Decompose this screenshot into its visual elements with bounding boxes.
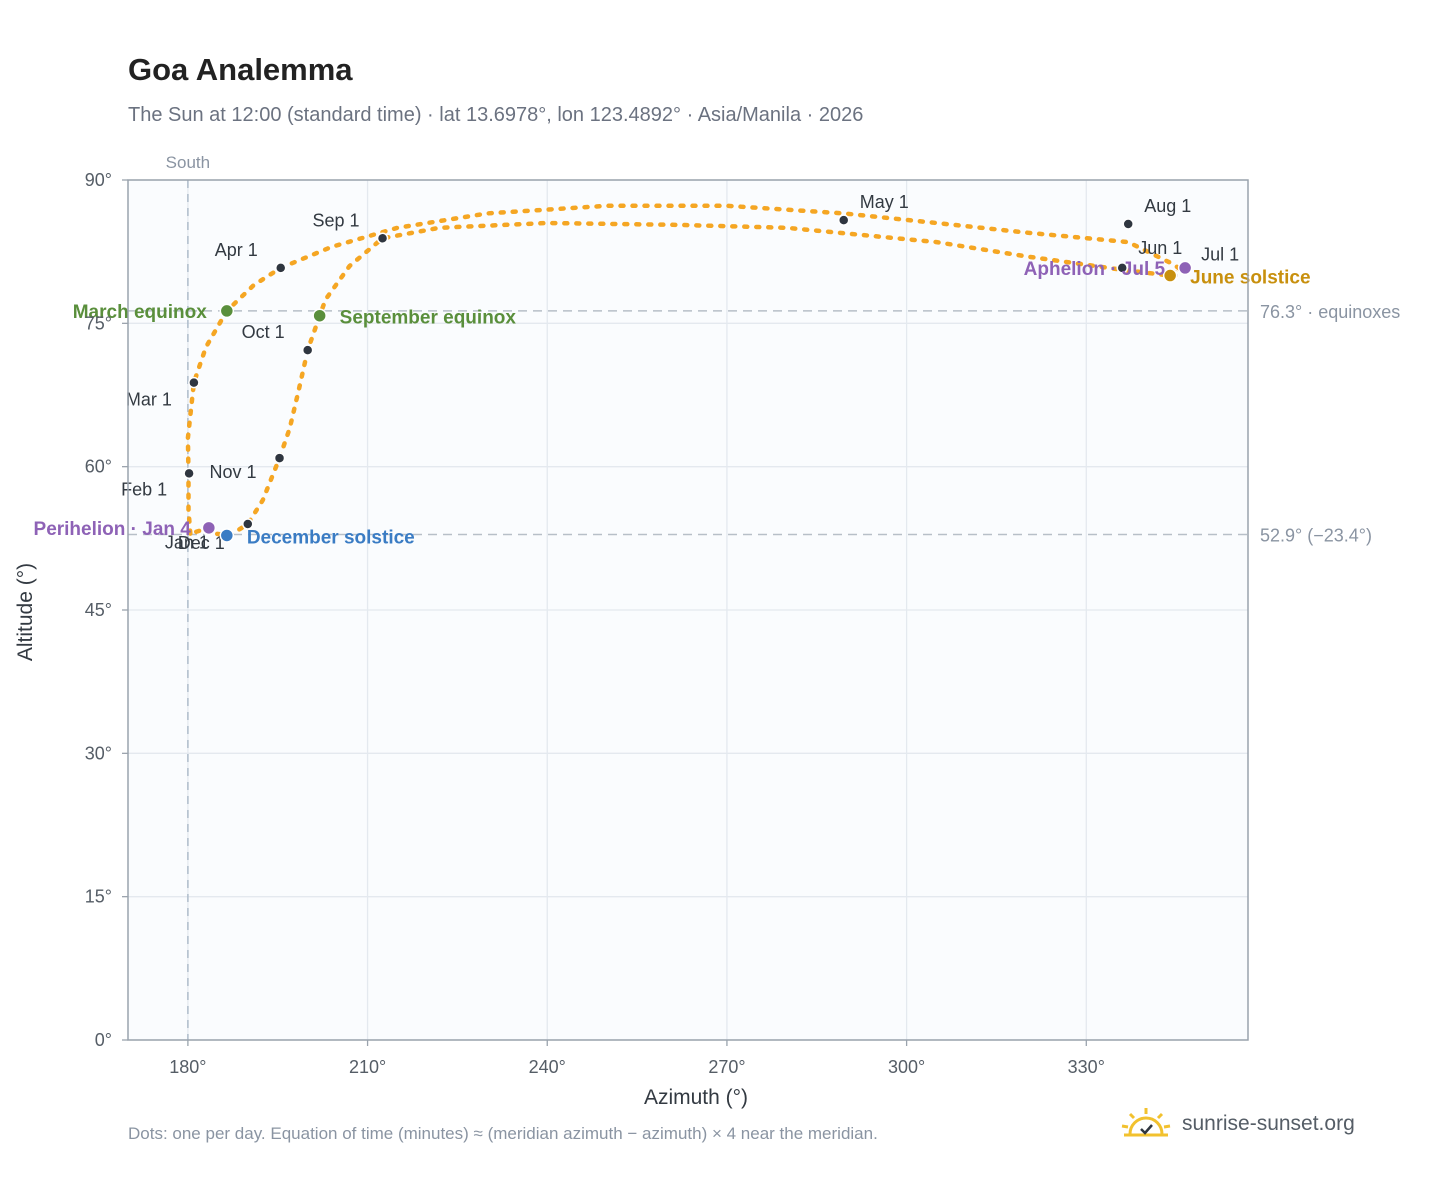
month-label: Sep 1	[313, 210, 360, 230]
event-markers: March equinox September equinox June solst…	[34, 259, 1311, 549]
month-label: Jan 1	[165, 533, 209, 553]
month-label: Dec 1	[178, 533, 225, 553]
x-axis-label: Azimuth (°)	[644, 1086, 748, 1109]
page-subtitle: The Sun at 12:00 (standard time) · lat 1…	[128, 104, 864, 126]
y-tick-label: 30°	[85, 743, 112, 763]
brand-name: sunrise-sunset.org	[1182, 1112, 1355, 1135]
event-marker	[1162, 268, 1178, 283]
month-markers: Jan 1 Feb 1 Mar 1 Apr 1 May 1 Jun 1 Jul 1 Aug 1…	[121, 192, 1239, 553]
x-tick-label: 270°	[708, 1057, 745, 1077]
sun-logo-icon	[1121, 1108, 1171, 1137]
event-label: Aphelion · Jul 5	[1024, 259, 1166, 280]
month-marker	[273, 452, 286, 464]
event-label: March equinox	[73, 302, 208, 323]
x-tick-label: 330°	[1068, 1057, 1105, 1077]
month-marker	[242, 518, 254, 530]
month-marker	[274, 262, 287, 274]
reference-label: 52.9° (−23.4°)	[1260, 526, 1372, 546]
month-marker	[301, 344, 314, 356]
month-label: Apr 1	[215, 240, 258, 260]
month-marker	[837, 214, 850, 226]
event-marker	[312, 308, 327, 323]
month-label: Aug 1	[1144, 196, 1191, 216]
month-label: Feb 1	[121, 479, 167, 499]
meridian-label: South	[166, 153, 210, 172]
month-marker	[376, 232, 389, 245]
x-tick-label: 180°	[169, 1057, 206, 1077]
month-marker	[1116, 262, 1128, 274]
event-marker	[1177, 260, 1193, 276]
event-label: Perihelion · Jan 4	[34, 519, 192, 540]
month-label: Mar 1	[126, 390, 172, 410]
footnote: Dots: one per day. Equation of time (min…	[128, 1124, 878, 1143]
month-marker	[1122, 218, 1134, 230]
event-label: September equinox	[340, 308, 517, 329]
y-tick-label: 75°	[85, 313, 112, 333]
reference-lines: South 76.3° · equinoxes 52.9° (−23.4°)	[128, 153, 1400, 1040]
event-label: June solstice	[1190, 268, 1310, 289]
x-tick-label: 210°	[349, 1057, 386, 1077]
event-marker	[219, 528, 235, 543]
month-label: Oct 1	[242, 322, 285, 342]
month-label: Jul 1	[1201, 245, 1239, 265]
month-marker	[183, 467, 195, 480]
y-axis-label: Altitude (°)	[14, 563, 37, 661]
event-label: December solstice	[247, 527, 415, 548]
y-tick-label: 60°	[85, 457, 112, 477]
reference-label: 76.3° · equinoxes	[1260, 302, 1400, 322]
y-tick-label: 15°	[85, 887, 112, 907]
y-tick-label: 45°	[85, 600, 112, 620]
month-marker	[188, 376, 200, 389]
grid	[128, 179, 1248, 1041]
event-marker	[201, 520, 217, 536]
y-tick-label: 0°	[95, 1030, 112, 1050]
x-tick-label: 240°	[529, 1057, 566, 1077]
y-tick-label: 90°	[85, 170, 112, 190]
month-label: May 1	[860, 192, 909, 212]
event-marker	[219, 303, 235, 319]
month-label: Jun 1	[1138, 238, 1182, 258]
page-title: Goa Analemma	[128, 52, 353, 87]
brand-logo[interactable]: sunrise-sunset.org	[1120, 1102, 1355, 1146]
axis-ticks: 180° 210° 240° 270° 300° 330° 0° 15° 30° 45° 60° 75…	[85, 170, 1105, 1077]
month-label: Nov 1	[210, 462, 257, 482]
x-tick-label: 300°	[888, 1057, 925, 1077]
